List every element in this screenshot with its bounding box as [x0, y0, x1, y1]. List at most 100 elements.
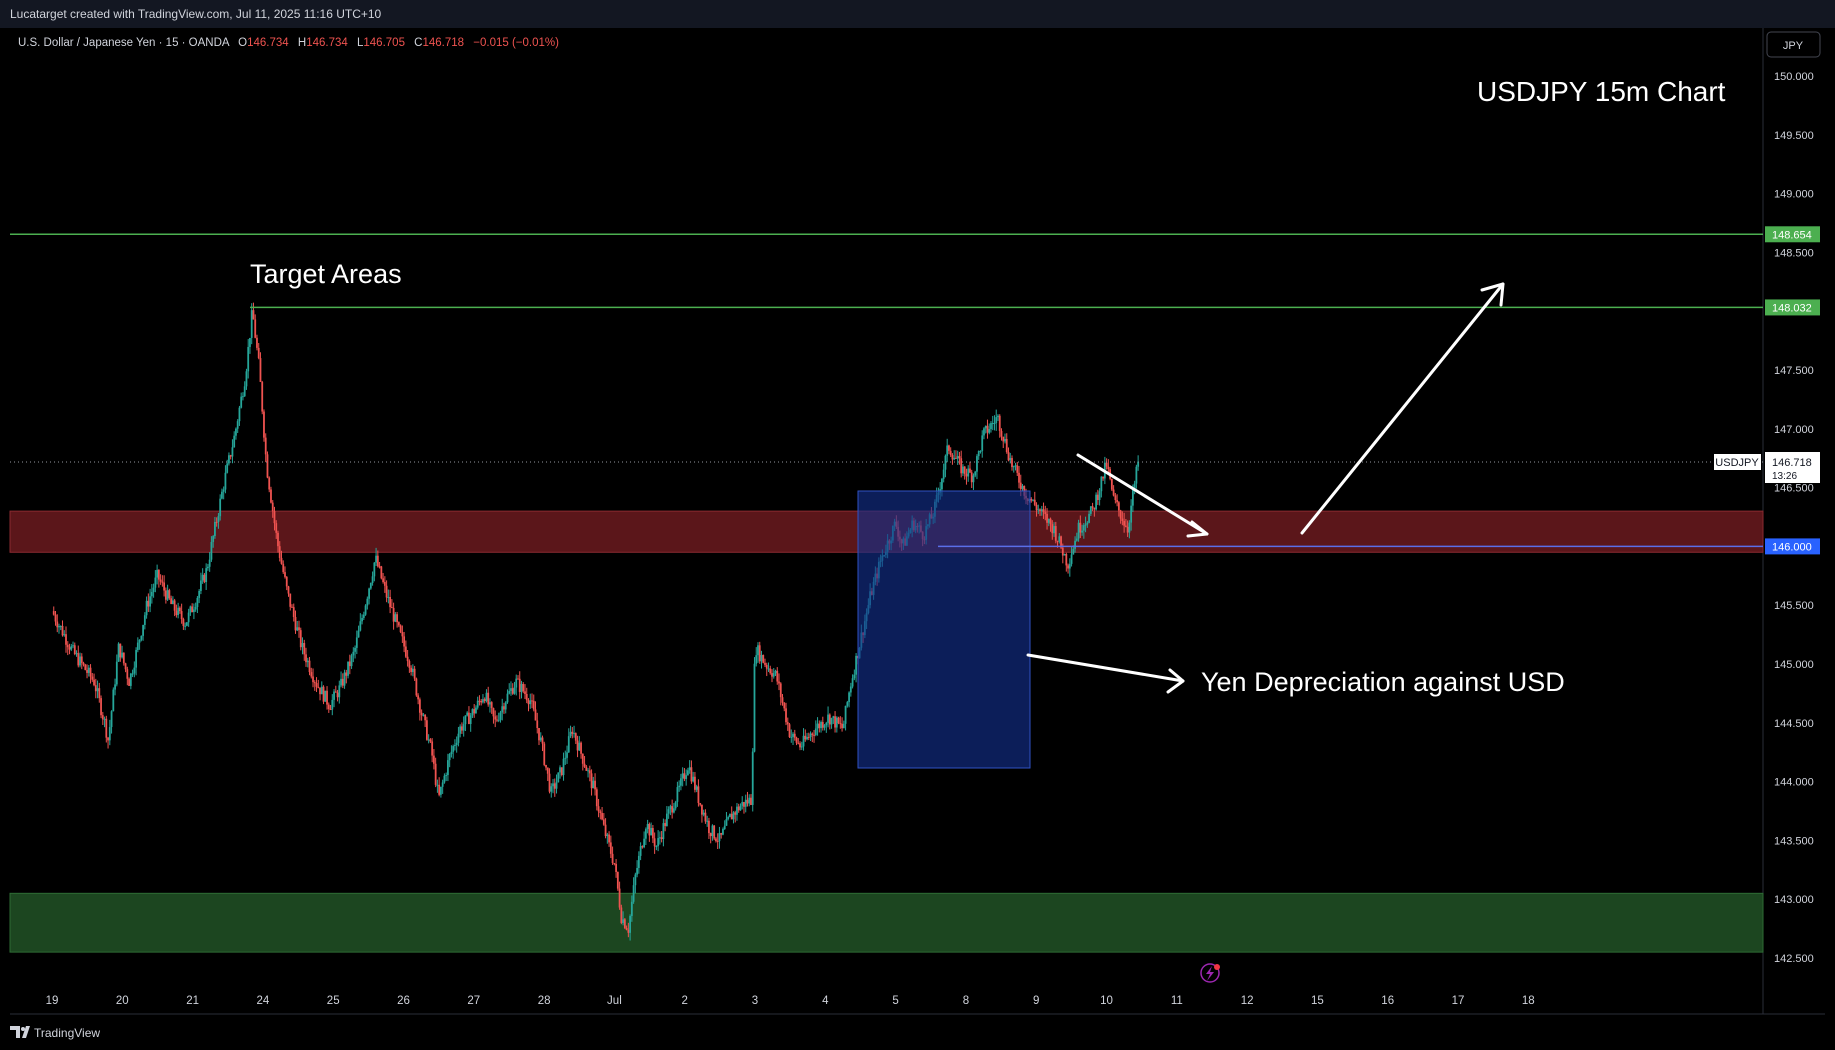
candle-body	[270, 489, 272, 503]
symbol-description: U.S. Dollar / Japanese Yen · 15 · OANDA	[18, 37, 230, 49]
candle-body	[576, 740, 579, 751]
candle-body	[730, 813, 733, 820]
candle-body	[835, 717, 838, 728]
candle-body	[273, 511, 276, 524]
candle-body	[340, 678, 342, 686]
candle-body	[159, 579, 162, 582]
candle-body	[806, 736, 808, 740]
candle-body	[1033, 499, 1036, 505]
support-zone[interactable]	[9, 892, 1764, 953]
tradingview-logo[interactable]: TradingView	[10, 1026, 100, 1040]
candle-body	[1121, 518, 1124, 521]
candle-body	[312, 676, 314, 683]
candle-body	[757, 645, 759, 656]
candle-body	[289, 593, 292, 607]
candle-body	[546, 767, 549, 774]
candle-body	[716, 840, 719, 842]
time-axis[interactable]: 19 20 21 24 25 26 27 28 Jul 2 3 4 5 8 9 10 11 12 15 16 17 18	[46, 995, 1535, 1007]
target-arrow	[1300, 282, 1505, 535]
candle-body	[259, 358, 262, 382]
y-tick-label: 145.000	[1774, 659, 1814, 671]
candle-body	[729, 813, 731, 818]
candle-body	[429, 739, 432, 742]
candle-body	[948, 445, 950, 451]
candle-body	[1051, 524, 1054, 534]
candle-body	[1126, 526, 1129, 533]
currency-button[interactable]	[1766, 31, 1821, 58]
candle-body	[420, 712, 423, 716]
candle-body	[1072, 548, 1075, 555]
candle-body	[699, 803, 702, 805]
candle-body	[133, 667, 136, 674]
header-bar	[0, 0, 1835, 28]
candle-body	[84, 664, 87, 670]
candle-body	[1084, 524, 1087, 526]
candle-body	[327, 704, 330, 710]
candle-body	[1032, 499, 1034, 501]
lightning-icon[interactable]	[1200, 963, 1220, 983]
tradingview-brand: TradingView	[34, 1026, 100, 1040]
candle-body	[615, 863, 617, 873]
candle-body	[997, 415, 999, 418]
candle-body	[292, 607, 295, 617]
candle-body	[373, 562, 376, 577]
candle-body	[182, 619, 185, 626]
x-tick-label: 15	[1311, 995, 1324, 1007]
candle-body	[371, 576, 374, 584]
candle-body	[797, 742, 800, 744]
candle-body	[809, 733, 812, 738]
ohlc-legend[interactable]: U.S. Dollar / Japanese Yen · 15 · OANDA …	[18, 37, 559, 49]
yen-depreciation-label: Yen Depreciation against USD	[1201, 667, 1565, 697]
candle-body	[464, 715, 467, 725]
candle-body	[264, 437, 267, 455]
candle-body	[80, 656, 83, 663]
candle-body	[632, 885, 635, 902]
candle-body	[1056, 540, 1059, 542]
candle-body	[231, 447, 234, 457]
candle-body	[1095, 494, 1097, 510]
candle-body	[949, 450, 952, 456]
candle-body	[408, 661, 411, 668]
candle-body	[560, 767, 563, 776]
candle-body	[849, 686, 852, 693]
open-value: 146.734	[247, 37, 289, 49]
candle-body	[73, 645, 76, 654]
candle-body	[114, 684, 116, 690]
candle-body	[1082, 525, 1085, 531]
candle-body	[508, 690, 511, 694]
candle-body	[694, 776, 696, 790]
candle-body	[261, 381, 264, 412]
candle-body	[1054, 526, 1057, 541]
price-axis[interactable]: 150.000 149.500 149.000 148.500 147.500 147.0…	[1774, 71, 1814, 965]
candle-body	[688, 767, 691, 771]
candle-body	[639, 846, 642, 856]
candle-body	[348, 661, 351, 667]
candle-body	[520, 683, 523, 692]
candle-body	[1091, 506, 1094, 508]
candle-body	[1011, 458, 1013, 468]
candle-body	[1089, 506, 1092, 514]
candle-body	[1112, 489, 1115, 496]
candle-body	[550, 786, 553, 792]
candle-body	[531, 700, 533, 702]
highlight-box[interactable]	[857, 490, 1031, 769]
candle-body	[1039, 509, 1041, 512]
level-label-box	[1765, 299, 1820, 316]
candle-body	[620, 907, 623, 923]
candle-body	[962, 466, 964, 474]
candle-body	[275, 523, 278, 533]
candle-body	[608, 834, 610, 843]
candle-body	[366, 598, 369, 606]
candle-body	[539, 737, 542, 741]
candle-body	[497, 719, 500, 721]
candle-body	[664, 823, 667, 826]
candle-body	[268, 477, 271, 490]
candle-body	[376, 555, 379, 567]
x-tick-label: 19	[46, 995, 59, 1007]
candle-body	[475, 707, 477, 714]
candle-body	[587, 770, 589, 772]
x-tick-label: 11	[1171, 995, 1183, 1007]
candle-body	[637, 855, 640, 868]
candle-body	[1053, 526, 1055, 534]
